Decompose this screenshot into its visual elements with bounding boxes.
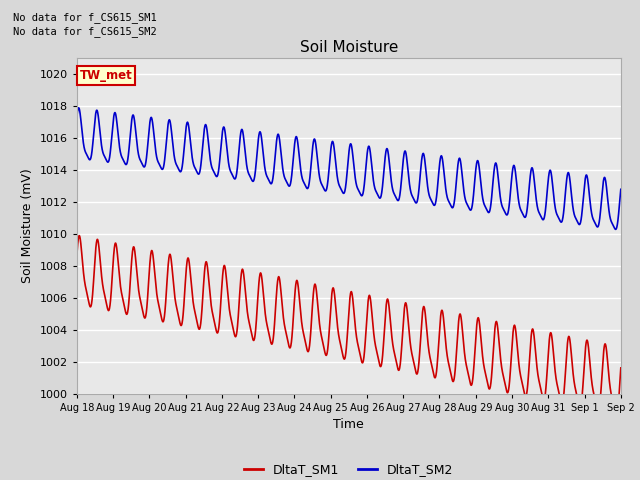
Legend: DltaT_SM1, DltaT_SM2: DltaT_SM1, DltaT_SM2 [239,458,458,480]
Y-axis label: Soil Moisture (mV): Soil Moisture (mV) [21,168,34,283]
Text: TW_met: TW_met [79,70,132,83]
X-axis label: Time: Time [333,418,364,431]
Text: No data for f_CS615_SM1: No data for f_CS615_SM1 [13,12,157,23]
Title: Soil Moisture: Soil Moisture [300,40,398,55]
Text: No data for f_CS615_SM2: No data for f_CS615_SM2 [13,26,157,37]
